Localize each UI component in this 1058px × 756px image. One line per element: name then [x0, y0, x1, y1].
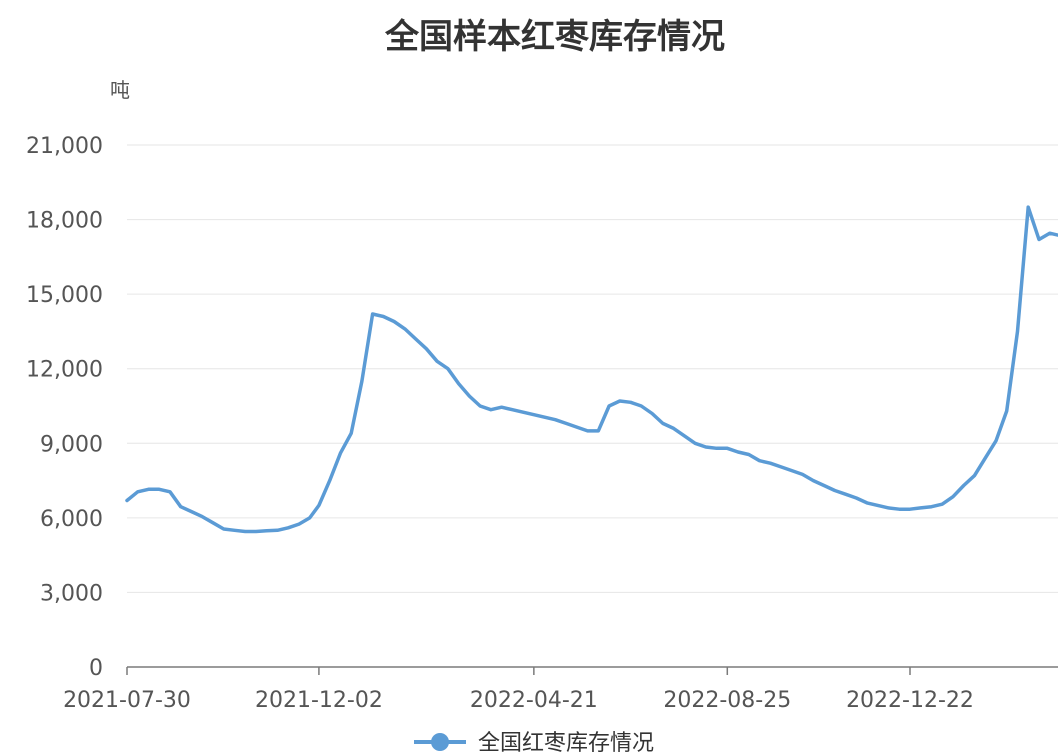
y-tick-label: 12,000 — [26, 358, 103, 383]
y-tick-label: 9,000 — [40, 432, 103, 457]
x-tick-label: 2022-08-25 — [663, 688, 791, 713]
x-tick-label: 2021-07-30 — [63, 688, 191, 713]
chart-title: 全国样本红枣库存情况 — [384, 17, 725, 57]
y-tick-label: 21,000 — [26, 134, 103, 159]
y-tick-label: 18,000 — [26, 209, 103, 234]
gridlines — [127, 144, 1058, 593]
y-tick-label: 15,000 — [26, 283, 103, 308]
legend-dot-icon — [431, 733, 449, 751]
legend-label: 全国红枣库存情况 — [478, 731, 654, 756]
y-axis-unit: 吨 — [110, 78, 130, 102]
x-axis-ticks: 2021-07-30 2021-12-02 2022-04-21 2022-08-25… — [63, 667, 974, 713]
x-tick-label: 2022-12-22 — [846, 688, 974, 713]
x-tick-label: 2021-12-02 — [255, 688, 383, 713]
legend[interactable]: 全国红枣库存情况 — [414, 731, 654, 756]
y-tick-label: 0 — [89, 656, 103, 681]
series-layer — [125, 205, 1058, 534]
y-tick-label: 6,000 — [40, 507, 103, 532]
y-tick-label: 3,000 — [40, 581, 103, 606]
y-axis-ticks: 0 3,000 6,000 9,000 12,000 15,000 18,000 21,000 — [26, 134, 103, 681]
series-line — [125, 205, 1058, 534]
x-tick-label: 2022-04-21 — [470, 688, 598, 713]
